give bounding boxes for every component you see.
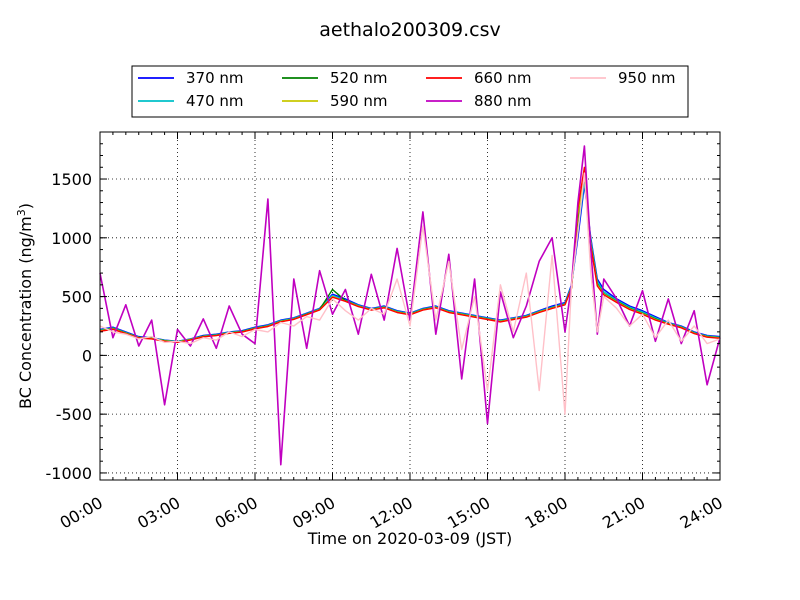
y-axis-label: BC Concentration (ng/m3)	[15, 203, 36, 409]
series-line-660-nm	[99, 166, 721, 344]
y-axis-label-sup: 3	[15, 209, 28, 216]
x-tick-label: 03:00	[134, 493, 183, 533]
x-tick-label: 12:00	[367, 493, 416, 533]
x-tick-label: 24:00	[677, 493, 726, 533]
x-tick-label: 18:00	[522, 493, 571, 533]
x-axis-label: Time on 2020-03-09 (JST)	[307, 529, 512, 548]
legend-label: 520 nm	[330, 69, 388, 87]
legend: 370 nm 470 nm 520 nm 590 nm 660 nm 880 nm 950 …	[131, 65, 689, 118]
legend-label: 590 nm	[330, 92, 388, 110]
x-tick-label: 21:00	[599, 493, 648, 533]
y-tick-label: 1500	[51, 170, 92, 189]
series-layer	[99, 145, 721, 466]
x-tick-label: 15:00	[444, 493, 493, 533]
x-tick-label: 09:00	[289, 493, 338, 533]
x-tick-label: 06:00	[212, 493, 261, 533]
y-tick-label: 500	[61, 288, 92, 307]
y-axis-label-main: BC Concentration (ng/m	[16, 216, 35, 409]
legend-label: 950 nm	[618, 69, 676, 87]
series-line-950-nm	[99, 172, 721, 415]
chart-title: aethalo200309.csv	[319, 19, 501, 41]
legend-box	[131, 65, 689, 118]
legend-label: 370 nm	[186, 69, 244, 87]
legend-label: 470 nm	[186, 92, 244, 110]
y-tick-label: 1000	[51, 229, 92, 248]
y-tick-label: -1000	[46, 464, 93, 483]
x-tick-label: 00:00	[57, 493, 106, 533]
y-tick-label: 0	[82, 346, 92, 365]
legend-label: 660 nm	[474, 69, 532, 87]
y-tick-label: -500	[56, 405, 92, 424]
grid	[99, 132, 721, 480]
legend-label: 880 nm	[474, 92, 532, 110]
y-axis-label-end: )	[16, 203, 35, 209]
plot-frame	[99, 131, 721, 481]
ticks: 00:00 03:00 06:00 09:00 12:00 15:00 18:00 21:00…	[46, 132, 726, 533]
